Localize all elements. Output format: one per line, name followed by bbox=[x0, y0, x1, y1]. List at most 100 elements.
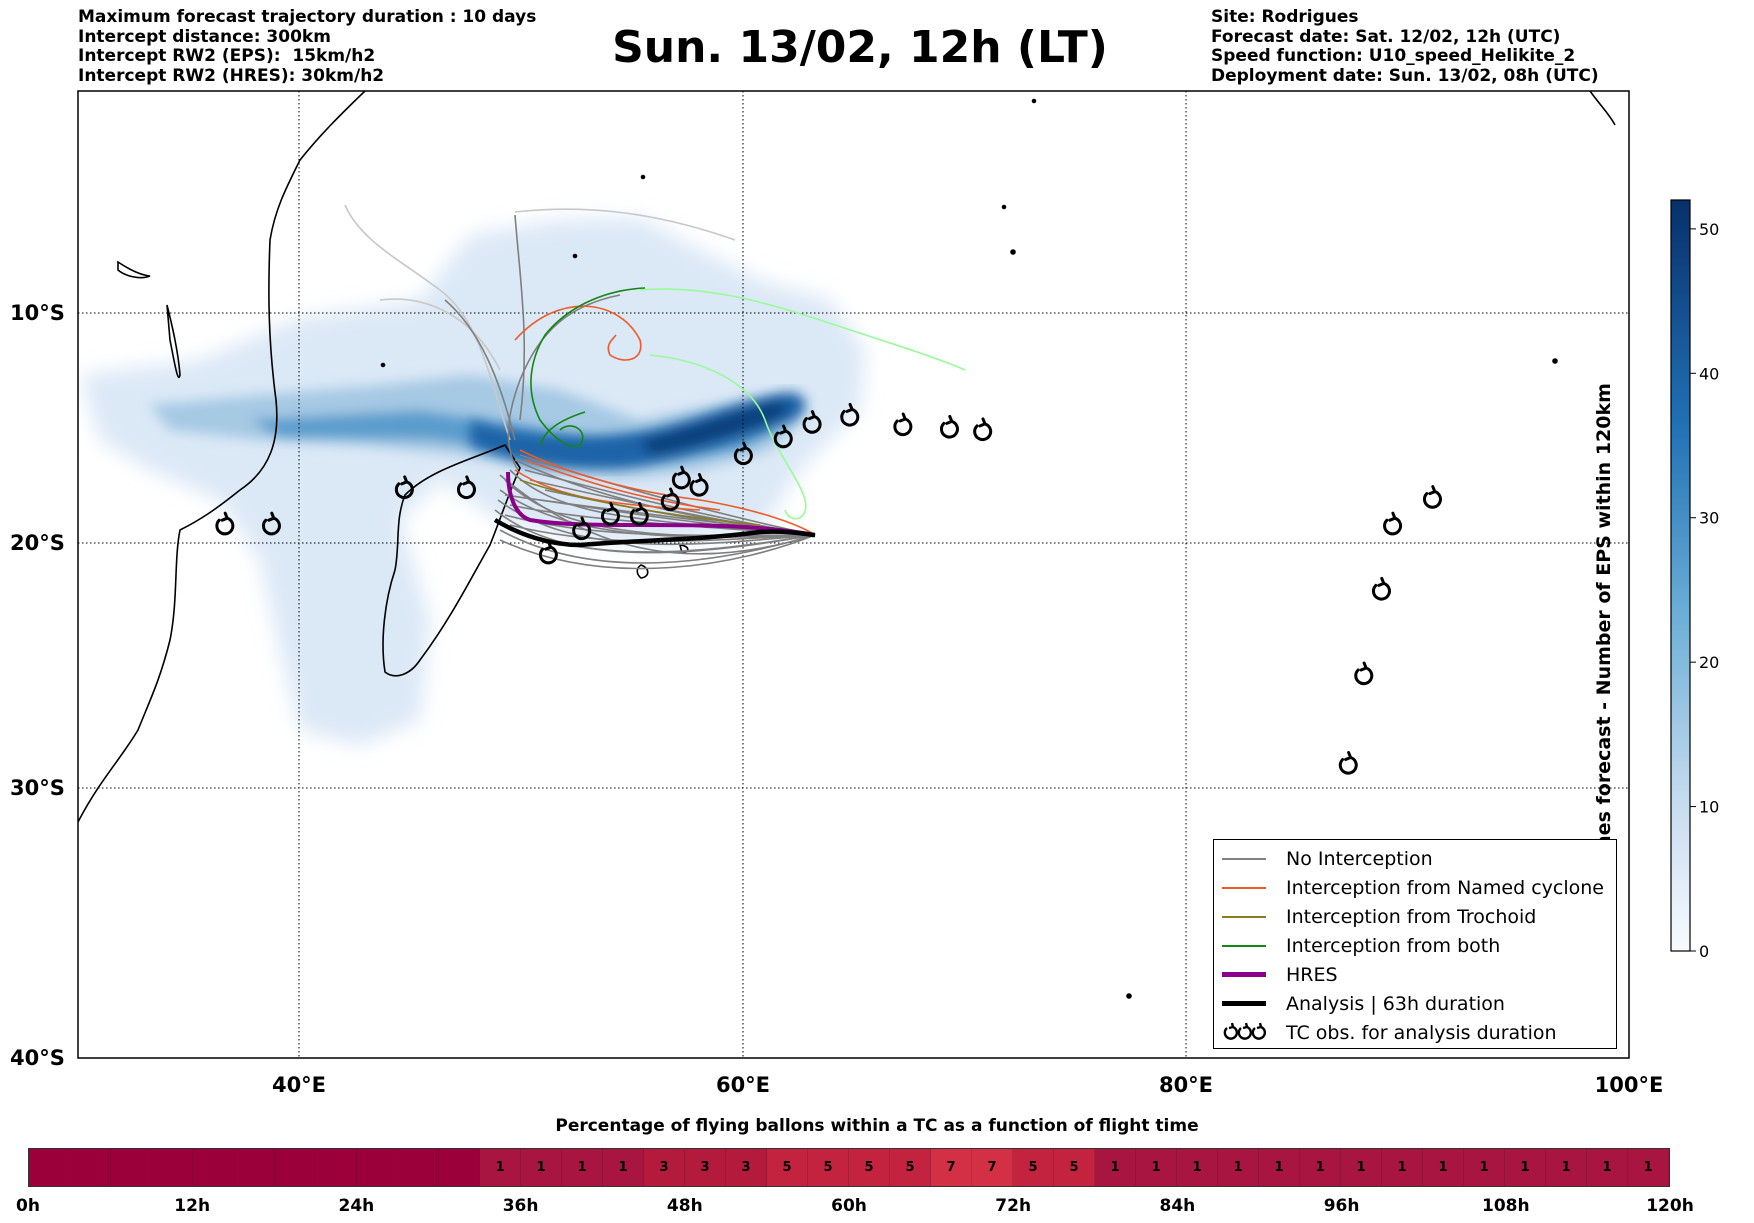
legend-line-no-interception bbox=[1222, 857, 1266, 860]
flight-bar-cell: 5 bbox=[808, 1149, 849, 1186]
flight-bar-cell: 3 bbox=[726, 1149, 767, 1186]
flight-bar-cell bbox=[439, 1149, 480, 1186]
legend: No Interception Interception from Named … bbox=[1213, 839, 1617, 1049]
legend-item: Interception from Trochoid bbox=[1222, 902, 1614, 931]
landmass-outline bbox=[1589, 91, 1616, 126]
flight-bar-cell: 1 bbox=[603, 1149, 644, 1186]
island-dot bbox=[1126, 993, 1132, 999]
legend-item: HRES bbox=[1222, 960, 1614, 989]
tc-symbol-icon bbox=[1223, 1022, 1267, 1040]
lon-tick-label: 60°E bbox=[716, 1073, 770, 1097]
flight-bar-cell: 1 bbox=[1218, 1149, 1259, 1186]
legend-line-named-cyclone bbox=[1222, 886, 1266, 889]
flight-bar-cell: 1 bbox=[521, 1149, 562, 1186]
flight-bar-cell: 1 bbox=[1628, 1149, 1669, 1186]
flight-bar-cell: 1 bbox=[1259, 1149, 1300, 1186]
island-dot bbox=[640, 174, 646, 180]
flight-bar-cell: 1 bbox=[1095, 1149, 1136, 1186]
legend-label: Interception from both bbox=[1286, 934, 1501, 957]
flight-bar-cell bbox=[70, 1149, 111, 1186]
header-right-line: Forecast date: Sat. 12/02, 12h (UTC) bbox=[1211, 26, 1561, 47]
legend-label: TC obs. for analysis duration bbox=[1286, 1021, 1557, 1044]
flight-bar-cell bbox=[152, 1149, 193, 1186]
legend-line-analysis bbox=[1222, 1001, 1266, 1006]
legend-line-both bbox=[1222, 944, 1266, 947]
landmass-outline bbox=[117, 260, 151, 279]
header-right-line: Speed function: U10_speed_Helikite_2 bbox=[1211, 46, 1576, 66]
colorbar-tick-label: 50 bbox=[1699, 220, 1719, 239]
lon-labels: 40°E 60°E 80°E 100°E bbox=[272, 1073, 1663, 1097]
tc-obs-marker bbox=[215, 511, 235, 536]
flight-bar-cell: 1 bbox=[1382, 1149, 1423, 1186]
tc-obs-marker bbox=[1338, 751, 1358, 775]
tc-obs-marker bbox=[733, 441, 753, 466]
header-left-line: Intercept distance: 300km bbox=[78, 26, 331, 47]
page-title: Sun. 13/02, 12h (LT) bbox=[612, 22, 1108, 73]
gridlines bbox=[78, 91, 1629, 1058]
flight-bar-cell: 1 bbox=[1300, 1149, 1341, 1186]
island-dot bbox=[1010, 249, 1016, 255]
flight-bar-cell bbox=[29, 1149, 70, 1186]
lon-tick-label: 80°E bbox=[1159, 1073, 1213, 1097]
flight-hour-label: 84h bbox=[1159, 1196, 1196, 1216]
cyclone-density-layer bbox=[80, 218, 865, 745]
flight-hour-label: 60h bbox=[831, 1196, 867, 1216]
tc-observations bbox=[215, 402, 1442, 775]
flight-bar-cell bbox=[111, 1149, 152, 1186]
flight-bar-cell: 5 bbox=[767, 1149, 808, 1186]
legend-label: Interception from Named cyclone bbox=[1286, 876, 1604, 899]
flight-bar-cell: 5 bbox=[849, 1149, 890, 1186]
flight-hour-label: 36h bbox=[502, 1196, 539, 1216]
lat-tick-label: 30°S bbox=[10, 776, 65, 800]
flight-bar-cell: 1 bbox=[562, 1149, 603, 1186]
flight-hour-label: 120h bbox=[1646, 1196, 1694, 1216]
colorbar-tick-label: 40 bbox=[1699, 364, 1719, 383]
tc-obs-marker bbox=[456, 475, 476, 500]
landmass-outline bbox=[166, 304, 181, 378]
flight-bar-cell: 7 bbox=[972, 1149, 1013, 1186]
flight-hour-label: 12h bbox=[174, 1196, 211, 1216]
flight-bar-cell bbox=[193, 1149, 234, 1186]
lat-tick-label: 40°S bbox=[10, 1046, 65, 1070]
tc-obs-marker bbox=[939, 414, 959, 439]
header-left: Maximum forecast trajectory duration : 1… bbox=[78, 7, 536, 86]
lon-tick-label: 100°E bbox=[1595, 1073, 1664, 1097]
tc-obs-marker bbox=[773, 424, 793, 449]
header-right-line: Deployment date: Sun. 13/02, 08h (UTC) bbox=[1211, 65, 1599, 86]
legend-item: TC obs. for analysis duration bbox=[1222, 1018, 1614, 1047]
flight-bar-cell: 1 bbox=[1341, 1149, 1382, 1186]
island-dot bbox=[1031, 98, 1037, 104]
island-dot bbox=[380, 362, 386, 368]
colorbar bbox=[1670, 199, 1691, 952]
flight-hour-label: 24h bbox=[338, 1196, 375, 1216]
legend-label: Analysis | 63h duration bbox=[1286, 992, 1505, 1015]
flight-bar-cell bbox=[275, 1149, 316, 1186]
trajectories bbox=[344, 204, 966, 570]
colorbar-tick-label: 10 bbox=[1699, 798, 1719, 817]
lat-tick-label: 10°S bbox=[10, 301, 65, 325]
density-light bbox=[80, 218, 865, 745]
flight-bar-cell: 7 bbox=[931, 1149, 972, 1186]
tc-obs-marker bbox=[840, 402, 860, 427]
header-left-line: Intercept RW2 (HRES): 30km/h2 bbox=[78, 65, 385, 86]
colorbar-ticks: 0 10 20 30 40 50 bbox=[1690, 220, 1719, 961]
flight-bar-cell: 1 bbox=[1505, 1149, 1546, 1186]
lat-tick-label: 20°S bbox=[10, 531, 65, 555]
flight-bar-cell: 3 bbox=[644, 1149, 685, 1186]
tc-obs-marker bbox=[394, 475, 414, 500]
flight-bar-cell: 5 bbox=[1054, 1149, 1095, 1186]
flight-bar-cell bbox=[398, 1149, 439, 1186]
flight-bar-cell: 5 bbox=[1013, 1149, 1054, 1186]
flight-bar-cell: 3 bbox=[685, 1149, 726, 1186]
madagascar-coast bbox=[382, 443, 521, 677]
map-frame bbox=[77, 90, 1630, 1059]
legend-item: No Interception bbox=[1222, 844, 1614, 873]
tc-obs-marker bbox=[689, 473, 709, 497]
density-core bbox=[470, 392, 806, 469]
lat-labels: 10°S 20°S 30°S 40°S bbox=[10, 301, 65, 1070]
africa-coast bbox=[78, 91, 366, 823]
island-dot bbox=[1001, 204, 1007, 210]
flight-hour-label: 0h bbox=[16, 1196, 40, 1216]
trajectory-group-light bbox=[344, 204, 736, 441]
